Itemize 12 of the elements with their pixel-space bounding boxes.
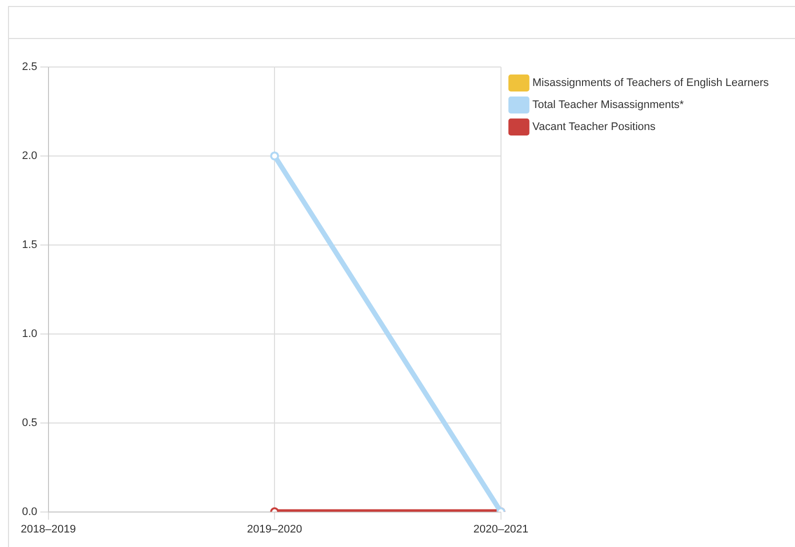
legend-label: Misassignments of Teachers of English Learners	[532, 77, 770, 90]
y-tick-label: 1.5	[22, 238, 38, 251]
y-tick-label: 0.5	[22, 416, 38, 429]
legend-label: Total Teacher Misassignments*	[532, 99, 685, 112]
y-tick-label: 2.5	[22, 61, 38, 74]
x-tick-label: 2019–2020	[247, 523, 302, 536]
x-tick-label: 2018–2019	[20, 523, 76, 536]
y-tick-label: 0.0	[22, 506, 38, 518]
legend-label: Vacant Teacher Positions	[532, 121, 656, 134]
y-tick-label: 2.0	[22, 150, 38, 162]
y-tick-label: 1.0	[22, 328, 38, 340]
x-tick-label: 2020–2021	[473, 523, 528, 536]
